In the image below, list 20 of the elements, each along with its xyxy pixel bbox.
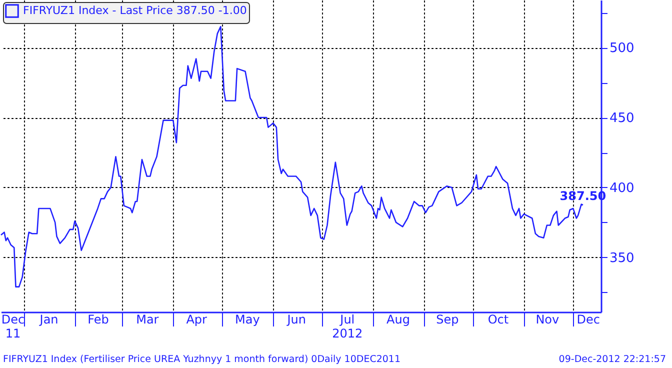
text: 09-Dec-2012 22:21:57 (558, 354, 666, 365)
x-tick-label: Oct (488, 312, 509, 326)
x-tick-label: Jun (286, 312, 306, 326)
y-tick-label: 450 (610, 111, 634, 126)
x-tick-label: Nov (536, 312, 560, 326)
y-tick-label: 350 (610, 250, 634, 266)
legend-label: FIFRYUZ1 Index - Last Price 387.50 -1.00 (23, 4, 247, 17)
x-tick-label: Apr (186, 312, 208, 326)
x-tick-label: Dec 11 (1, 312, 25, 340)
text: FIFRYUZ1 Index (Fertiliser Price UREA Yuzhnyy 1 month forward) 0Daily 10DEC2011 (3, 354, 401, 365)
x-tick-label: Feb (88, 312, 109, 326)
y-tick-label: 400 (610, 180, 634, 196)
x-tick-label: Dec (576, 312, 600, 326)
y-tick-label: 500 (610, 41, 634, 56)
x-tick-label: Jan (38, 312, 58, 326)
x-tick-label: Mar (136, 312, 159, 326)
x-tick-label: May (234, 312, 260, 326)
x-tick-label: Jul 2012 (332, 312, 363, 340)
x-tick-label: Sep (436, 312, 459, 326)
x-tick-label: Aug (386, 312, 410, 326)
